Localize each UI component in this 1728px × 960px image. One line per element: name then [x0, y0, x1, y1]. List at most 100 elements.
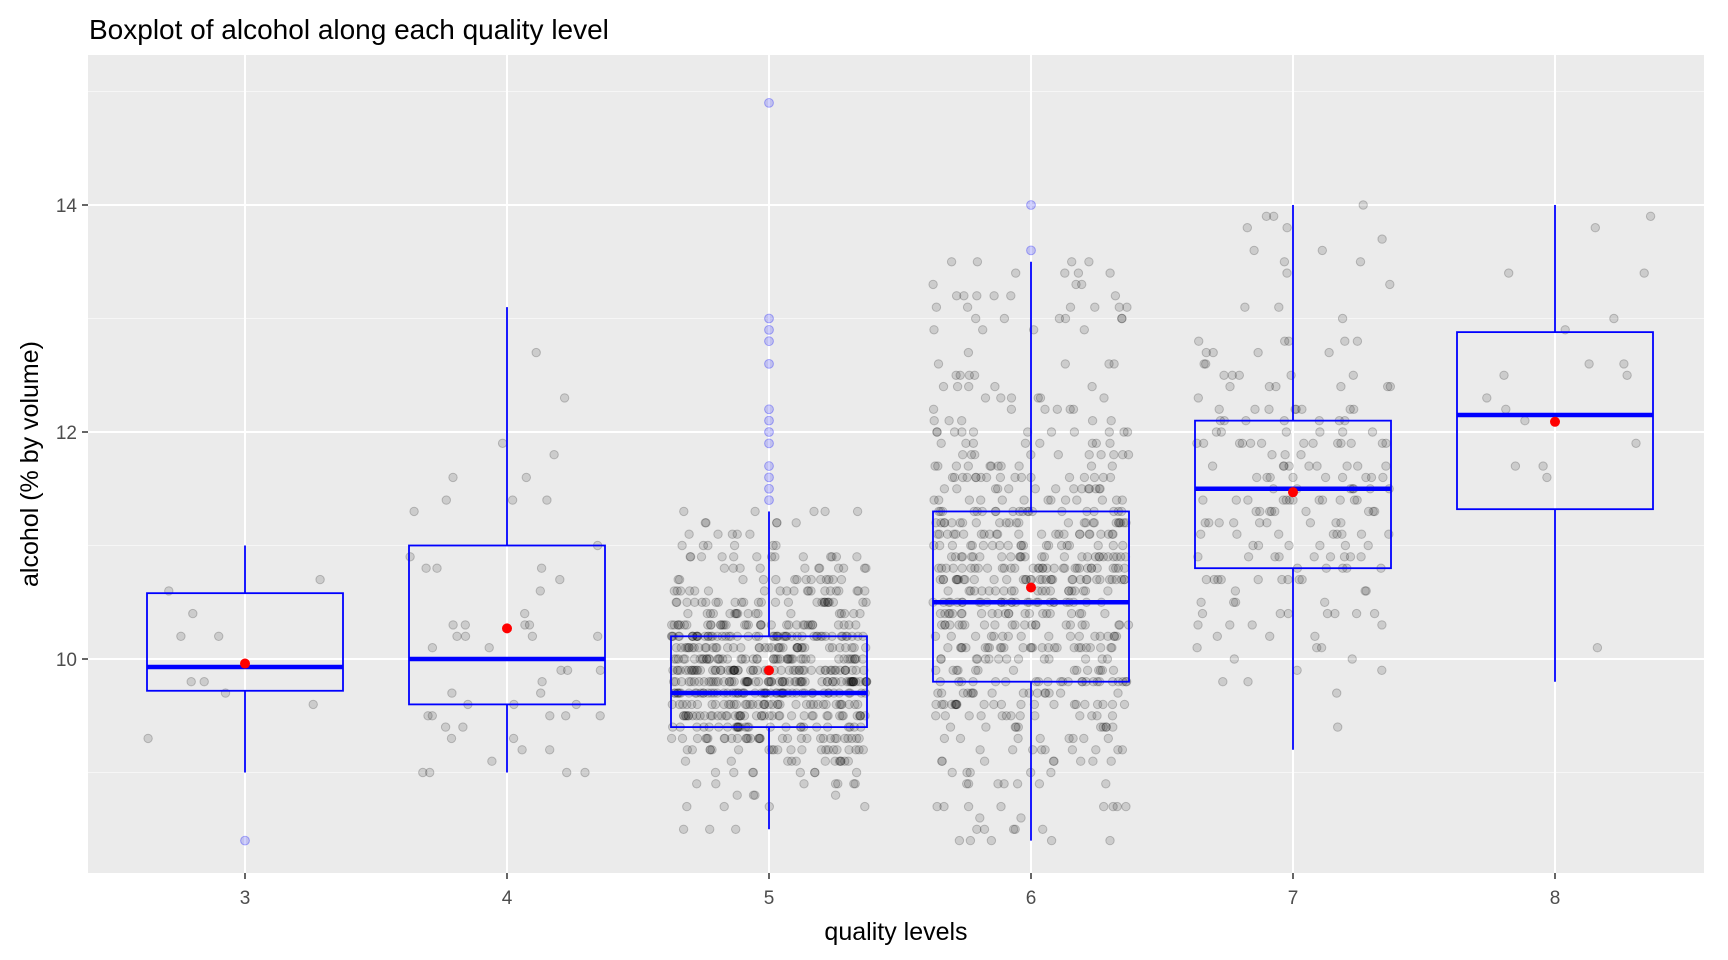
jitter-point	[963, 779, 974, 789]
jitter-point	[1320, 472, 1331, 483]
jitter-point	[716, 711, 727, 721]
jitter-point	[1074, 563, 1085, 573]
jitter-point	[935, 574, 945, 585]
jitter-point	[821, 574, 832, 585]
jitter-point	[949, 427, 960, 437]
jitter-point	[965, 767, 975, 778]
jitter-point	[964, 495, 975, 505]
jitter-point	[929, 325, 939, 335]
jitter-point	[947, 767, 957, 778]
jitter-point	[1275, 608, 1286, 619]
jitter-point	[1274, 529, 1284, 539]
jitter-point	[796, 643, 807, 653]
jitter-point	[932, 427, 942, 437]
jitter-point	[940, 608, 950, 619]
jitter-point	[736, 643, 746, 653]
jitter-point	[706, 677, 716, 687]
jitter-point	[1098, 722, 1109, 732]
jitter-point	[721, 711, 731, 721]
jitter-point	[1315, 540, 1325, 551]
jitter-point	[784, 665, 794, 675]
jitter-point	[1032, 688, 1043, 698]
jitter-point	[1109, 450, 1119, 460]
jitter-point	[1002, 574, 1012, 585]
jitter-point	[666, 733, 677, 744]
jitter-point	[1336, 381, 1346, 392]
jitter-point	[683, 608, 693, 619]
jitter-point	[794, 665, 804, 675]
jitter-point	[1370, 506, 1380, 517]
mean-point	[764, 665, 774, 676]
jitter-point	[847, 677, 857, 687]
jitter-point	[1204, 518, 1214, 528]
jitter-point	[593, 631, 603, 641]
jitter-point	[684, 529, 694, 539]
jitter-point	[1281, 427, 1292, 437]
jitter-point	[1076, 643, 1086, 653]
jitter-point	[984, 586, 994, 596]
jitter-point	[963, 801, 974, 812]
jitter-point	[1105, 835, 1115, 846]
jitter-point	[944, 608, 954, 619]
jitter-point	[847, 654, 857, 664]
jitter-point	[524, 620, 535, 630]
jitter-point	[827, 665, 837, 675]
jitter-point	[981, 722, 991, 732]
jitter-point	[976, 711, 986, 721]
jitter-point	[978, 325, 988, 335]
y-tick-label: 14	[56, 196, 78, 217]
jitter-point	[786, 711, 797, 721]
jitter-point	[1111, 563, 1121, 573]
jitter-point	[1114, 518, 1124, 528]
jitter-point	[711, 665, 721, 675]
jitter-point	[962, 779, 972, 789]
jitter-point	[1077, 279, 1087, 290]
jitter-point	[1041, 586, 1051, 596]
jitter-point	[692, 665, 703, 675]
jitter-point	[1014, 461, 1024, 471]
jitter-point	[1349, 495, 1360, 505]
jitter-point	[729, 665, 739, 675]
jitter-point	[1096, 643, 1106, 653]
jitter-point	[1003, 540, 1013, 551]
jitter-point	[1052, 643, 1062, 653]
jitter-point	[1271, 381, 1281, 392]
jitter-point	[836, 699, 846, 710]
jitter-point	[976, 472, 986, 483]
jitter-point	[1229, 518, 1239, 528]
jitter-point	[1377, 665, 1387, 675]
jitter-point	[837, 699, 847, 710]
jitter-point	[735, 563, 745, 573]
jitter-point	[756, 711, 767, 721]
jitter-point	[1108, 540, 1119, 551]
jitter-point	[954, 620, 964, 630]
jitter-point	[687, 699, 697, 710]
jitter-point	[536, 688, 546, 698]
jitter-point	[931, 699, 941, 710]
jitter-point	[825, 586, 836, 596]
jitter-point	[1105, 472, 1116, 483]
jitter-point	[985, 461, 995, 471]
jitter-point	[748, 654, 758, 664]
jitter-point	[789, 586, 799, 596]
jitter-point	[741, 620, 752, 630]
jitter-point	[835, 665, 845, 675]
jitter-point	[1107, 461, 1118, 471]
jitter-point	[545, 745, 555, 755]
jitter-point	[754, 733, 764, 744]
jitter-point	[1060, 268, 1070, 278]
jitter-point	[995, 643, 1006, 653]
jitter-point	[812, 597, 822, 607]
chart-title: Boxplot of alcohol along each quality le…	[89, 14, 609, 45]
jitter-point	[966, 450, 977, 460]
jitter-point	[1037, 563, 1048, 573]
jitter-point	[707, 711, 717, 721]
jitter-point	[1020, 552, 1030, 562]
jitter-point	[1040, 745, 1050, 755]
jitter-point	[1097, 654, 1107, 664]
jitter-point	[999, 313, 1010, 324]
jitter-point	[1119, 518, 1129, 528]
jitter-point	[1014, 529, 1024, 539]
jitter-point	[983, 643, 993, 653]
jitter-point	[743, 733, 753, 744]
